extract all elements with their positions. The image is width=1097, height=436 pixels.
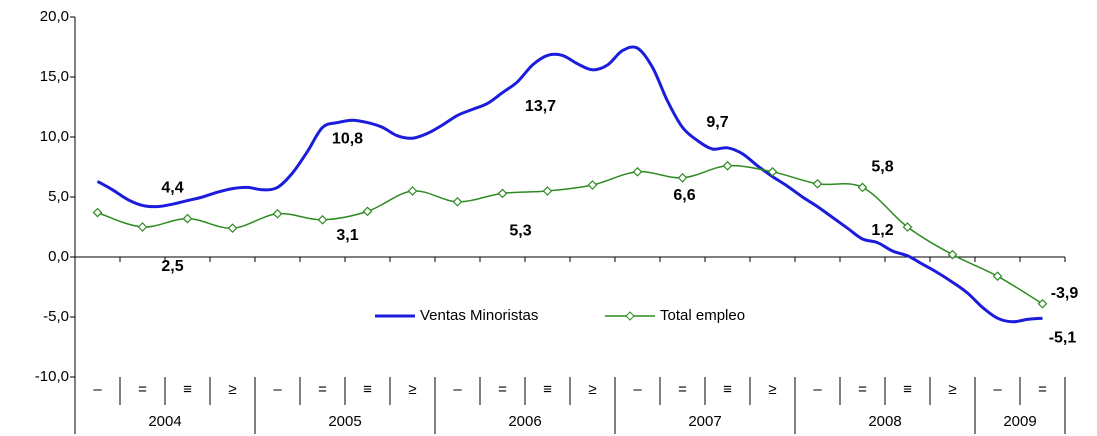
point — [272, 208, 283, 219]
y-tick-label: 15,0 — [40, 68, 69, 85]
legend-marker — [625, 311, 635, 321]
x-tick-label: ≥ — [588, 381, 596, 398]
x-tick-label: ≥ — [948, 381, 956, 398]
year-label: 2009 — [1003, 413, 1036, 430]
x-tick-label: = — [498, 381, 507, 398]
data-label: 2,5 — [161, 258, 183, 275]
point — [407, 186, 418, 196]
point — [902, 222, 913, 232]
y-tick-label: 20,0 — [40, 8, 69, 25]
point — [182, 213, 193, 224]
point — [947, 249, 958, 260]
x-tick-label: ≡ — [363, 381, 372, 398]
point — [992, 271, 1003, 282]
x-tick-label: ≡ — [543, 381, 552, 398]
data-label: 3,1 — [336, 227, 358, 244]
point — [362, 206, 373, 217]
point — [812, 178, 823, 189]
x-tick-label: – — [273, 381, 282, 398]
point — [452, 196, 463, 207]
x-tick-label: = — [138, 381, 147, 398]
year-label: 2005 — [328, 413, 361, 430]
y-tick-label: -5,0 — [43, 308, 69, 325]
data-label: 5,8 — [871, 159, 893, 176]
x-tick-label: ≥ — [408, 381, 416, 398]
series-line — [96, 45, 1043, 324]
y-tick-label: 0,0 — [48, 248, 69, 265]
data-label: 9,7 — [706, 114, 728, 131]
y-tick-label: 10,0 — [40, 128, 69, 145]
year-label: 2007 — [688, 413, 721, 430]
point — [767, 166, 778, 177]
point — [1037, 298, 1048, 309]
x-tick-label: – — [813, 381, 822, 398]
year-label: 2006 — [508, 413, 541, 430]
point — [857, 182, 868, 193]
x-tick-label: = — [678, 381, 687, 398]
point — [317, 214, 328, 225]
x-tick-label: ≡ — [723, 381, 732, 398]
data-label: 4,4 — [161, 179, 183, 196]
point — [722, 160, 733, 171]
x-tick-label: = — [318, 381, 327, 398]
y-tick-label: 5,0 — [48, 188, 69, 205]
point — [632, 166, 643, 177]
legend-label: Total empleo — [660, 307, 745, 324]
x-tick-label: = — [858, 381, 867, 398]
year-label: 2008 — [868, 413, 901, 430]
point — [497, 188, 508, 199]
data-label: 13,7 — [525, 98, 556, 115]
series-line — [97, 164, 1043, 305]
x-tick-label: – — [633, 381, 642, 398]
point — [542, 186, 553, 196]
point — [137, 222, 148, 232]
data-label: 10,8 — [332, 131, 363, 148]
x-tick-label: ≡ — [183, 381, 192, 398]
point — [92, 207, 103, 218]
legend-label: Ventas Minoristas — [420, 307, 538, 324]
data-label: -3,9 — [1051, 285, 1079, 302]
year-label: 2004 — [148, 413, 181, 430]
x-tick-label: – — [453, 381, 462, 398]
data-label: 1,2 — [871, 222, 893, 239]
x-tick-label: ≥ — [768, 381, 776, 398]
x-tick-label: – — [93, 381, 102, 398]
x-tick-label: – — [993, 381, 1002, 398]
x-tick-label: ≡ — [903, 381, 912, 398]
point — [227, 223, 238, 234]
x-tick-label: = — [1038, 381, 1047, 398]
y-tick-label: -10,0 — [35, 368, 69, 385]
point — [587, 180, 598, 190]
data-label: 6,6 — [673, 187, 695, 204]
x-tick-label: ≥ — [228, 381, 236, 398]
data-label: 5,3 — [509, 223, 531, 240]
data-label: -5,1 — [1049, 329, 1077, 346]
point — [677, 172, 688, 183]
